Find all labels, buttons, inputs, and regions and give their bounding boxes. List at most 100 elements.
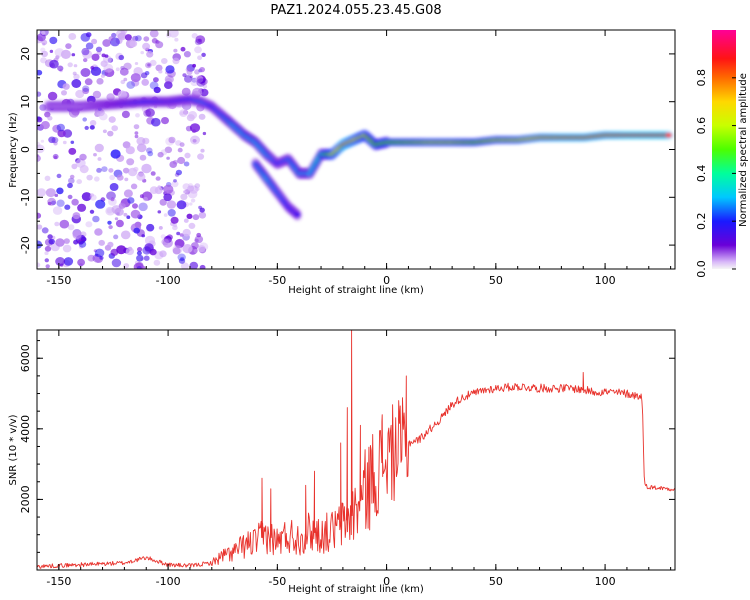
- heatmap-noise-cell: [73, 73, 80, 80]
- heatmap-noise-cell: [199, 67, 206, 73]
- heatmap-noise-cell: [37, 33, 46, 42]
- heatmap-noise-cell: [104, 68, 115, 77]
- heatmap-noise-cell: [123, 77, 128, 82]
- x-tick-label: 50: [489, 274, 503, 287]
- y-tick-label: 4000: [19, 415, 32, 443]
- heatmap-noise-cell: [64, 204, 71, 210]
- heatmap-noise-cell: [173, 223, 178, 228]
- heatmap-noise-cell: [136, 250, 142, 256]
- heatmap-noise-cell: [130, 209, 141, 219]
- heatmap-noise-cell: [149, 30, 159, 38]
- heatmap-noise-cell: [136, 254, 144, 262]
- heatmap-noise-cell: [186, 213, 193, 219]
- heatmap-noise-cell: [196, 232, 202, 238]
- heatmap-noise-cell: [187, 185, 195, 192]
- heatmap-noise-cell: [146, 51, 154, 58]
- heatmap-noise-cell: [173, 48, 178, 53]
- heatmap-noise-cell: [193, 249, 198, 253]
- heatmap-noise-cell: [71, 163, 78, 170]
- heatmap-noise-cell: [79, 153, 87, 161]
- heatmap-noise-cell: [141, 78, 149, 86]
- heatmap-noise-cell: [182, 244, 193, 254]
- heatmap-noise-cell: [126, 158, 135, 166]
- heatmap-noise-cell: [101, 166, 108, 173]
- colorbar-tick-label: 0.8: [695, 69, 708, 87]
- heatmap-noise-cell: [59, 219, 70, 229]
- heatmap-noise-cell: [169, 161, 177, 168]
- heatmap-noise-cell: [198, 211, 207, 219]
- heatmap-noise-cell: [133, 124, 140, 130]
- heatmap-noise-cell: [143, 255, 150, 261]
- heatmap-ridge-layer: [43, 93, 674, 221]
- heatmap-noise-cell: [81, 47, 90, 56]
- heatmap-noise-cell: [168, 136, 176, 144]
- heatmap-noise-cell: [194, 238, 199, 243]
- heatmap-noise-cell: [44, 111, 51, 118]
- heatmap-noise-cell: [84, 78, 93, 86]
- heatmap-noise-cell: [48, 136, 56, 144]
- colorbar-bar: [712, 30, 736, 269]
- heatmap-noise-cell: [133, 166, 139, 172]
- heatmap-noise-cell: [94, 228, 103, 236]
- heatmap-noise-cell: [101, 53, 106, 58]
- heatmap-noise-cell: [126, 215, 131, 219]
- heatmap-noise-cell: [197, 55, 203, 60]
- heatmap-noise-cell: [63, 257, 74, 266]
- heatmap-noise-cell: [105, 206, 115, 216]
- heatmap-noise-cell: [185, 67, 191, 72]
- heatmap-noise-cell: [194, 46, 202, 54]
- heatmap-noise-cell: [54, 48, 65, 57]
- heatmap-noise-cell: [168, 30, 179, 38]
- snr-x-ticks: -150 -100 -50 0 50 100: [36, 330, 672, 588]
- heatmap-noise-cell: [136, 266, 142, 269]
- heatmap-noise-cell: [108, 168, 114, 173]
- heatmap-noise-cell: [155, 176, 161, 181]
- heatmap-noise-cell: [178, 258, 186, 264]
- heatmap-noise-cell: [199, 264, 206, 269]
- colorbar: 0.0 0.2 0.4 0.6 0.8 Normalized spectral ampl…: [695, 30, 749, 278]
- heatmap-noise-cell: [72, 230, 82, 240]
- heatmap-noise-cell: [179, 142, 185, 147]
- heatmap-noise-cell: [78, 240, 87, 248]
- heatmap-noise-cell: [166, 32, 172, 38]
- heatmap-noise-cell: [45, 188, 56, 198]
- heatmap-noise-cell: [98, 239, 105, 246]
- heatmap-noise-cell: [107, 130, 114, 137]
- heatmap-noise-cell: [122, 167, 130, 174]
- heatmap-noise-cell: [183, 161, 190, 167]
- y-tick-label: -20: [19, 236, 32, 254]
- heatmap-noise-cell: [195, 187, 200, 191]
- heatmap-noise-cell: [77, 258, 85, 266]
- heatmap-noise-cell: [45, 264, 50, 269]
- heatmap-noise-cell: [151, 117, 161, 127]
- heatmap-noise-cell: [120, 230, 131, 240]
- heatmap-noise-cell: [157, 151, 164, 158]
- colorbar-tick-label: 0.4: [695, 165, 708, 183]
- heatmap-noise-cell: [56, 173, 62, 179]
- heatmap-noise-cell: [164, 146, 173, 154]
- heatmap-noise-cell: [62, 83, 70, 90]
- heatmap-noise-cell: [116, 245, 127, 255]
- heatmap-noise-cell: [81, 192, 92, 202]
- heatmap-noise-cell: [117, 90, 128, 100]
- x-tick-label: -50: [268, 575, 286, 588]
- heatmap-noise-cell: [96, 50, 102, 56]
- heatmap-noise-cell: [96, 109, 105, 117]
- heatmap-noise-cell: [69, 174, 75, 179]
- heatmap-noise-cell: [149, 81, 159, 90]
- heatmap-noise-cell: [188, 222, 196, 229]
- heatmap-noise-cell: [114, 207, 124, 216]
- heatmap-noise-cell: [41, 39, 48, 46]
- snr-y-ticks: 2000 4000 6000: [19, 340, 675, 571]
- snr-line-layer: [37, 330, 675, 569]
- heatmap-noise-cell: [180, 256, 185, 261]
- heatmap-noise-cell: [89, 125, 95, 130]
- heatmap-noise-cell: [100, 60, 108, 67]
- heatmap-noise-cell: [85, 42, 94, 50]
- heatmap-noise-cell: [102, 39, 111, 47]
- heatmap-noise-cell: [137, 247, 143, 252]
- heatmap-noise-cell: [183, 218, 189, 223]
- heatmap-noise-cell: [202, 84, 208, 89]
- heatmap-noise-cell: [40, 57, 47, 64]
- heatmap-noise-cell: [73, 64, 78, 68]
